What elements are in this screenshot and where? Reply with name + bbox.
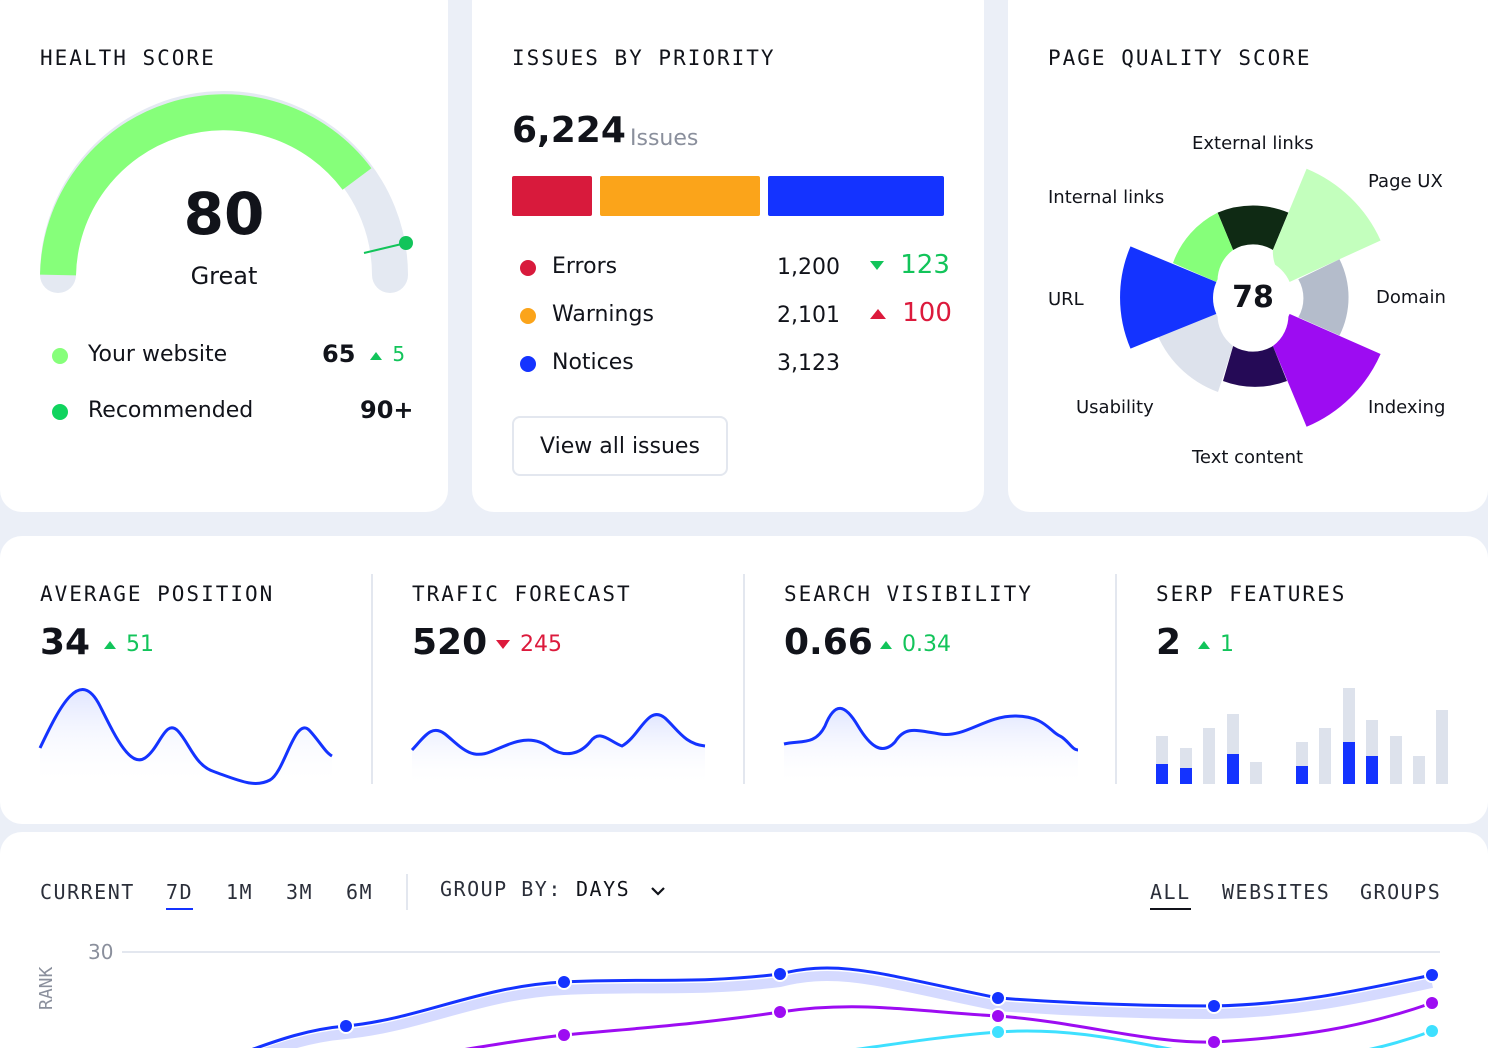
metrics-divider xyxy=(371,574,373,784)
page-quality-title: PAGE QUALITY SCORE xyxy=(1048,46,1312,70)
trend-up-icon xyxy=(104,640,116,649)
metric-value-traffic-forecast: 520 xyxy=(412,622,488,663)
errors-label: Errors xyxy=(552,254,618,279)
your-website-delta: 5 xyxy=(370,342,405,366)
quality-segment-external-links xyxy=(1217,205,1289,250)
quality-segment-domain xyxy=(1298,259,1349,336)
trend-up-icon xyxy=(870,308,886,319)
errors-dot xyxy=(520,260,536,276)
serp-feature-bars xyxy=(1156,688,1448,784)
health-gauge xyxy=(40,91,413,293)
tab-range-6m[interactable]: 6M xyxy=(346,880,374,904)
metric-value-average-position: 34 xyxy=(40,622,91,663)
metrics-divider xyxy=(1115,574,1117,784)
metrics-divider xyxy=(743,574,745,784)
errors-count: 1,200 xyxy=(777,255,840,280)
group-by-label: GROUP BY: xyxy=(440,877,562,901)
range-label: CURRENT xyxy=(40,880,135,904)
metrics-card: AVERAGE POSITION 34 51 TRAFIC FORECAST 5… xyxy=(0,536,1488,824)
trend-up-icon xyxy=(1198,640,1210,649)
sparkline-average-position xyxy=(38,688,333,785)
sparkline-traffic-forecast xyxy=(410,713,706,756)
rank-chart-card: CURRENT 7D 1M 3M 6M GROUP BY: DAYS ALL W… xyxy=(0,832,1488,1048)
quality-polar-chart xyxy=(1120,168,1381,427)
quality-segment-url xyxy=(1120,246,1218,349)
quality-segment-usability xyxy=(1155,313,1234,392)
quality-segment-page-ux xyxy=(1272,168,1381,283)
recommended-label: Recommended xyxy=(88,398,254,423)
trend-down-icon xyxy=(870,261,884,270)
metric-delta-serp-features: 1 xyxy=(1198,632,1234,657)
metric-title-search-visibility: SEARCH VISIBILITY xyxy=(784,582,1033,606)
trend-up-icon xyxy=(880,640,892,649)
warnings-delta: 100 xyxy=(870,298,952,328)
quality-segment-text-content xyxy=(1223,346,1287,387)
quality-label-domain: Domain xyxy=(1376,287,1446,308)
metric-title-serp-features: SERP FEATURES xyxy=(1156,582,1347,606)
health-score-title: HEALTH SCORE xyxy=(40,46,216,70)
view-all-issues-button[interactable]: View all issues xyxy=(512,416,728,476)
health-score-card: HEALTH SCORE 80 Great Your website 65 5 … xyxy=(0,0,448,512)
quality-label-text-content: Text content xyxy=(1192,447,1304,468)
trend-up-icon xyxy=(370,351,382,360)
toolbar-divider xyxy=(406,874,408,910)
metrics-sparklines xyxy=(38,688,1448,786)
quality-label-page-ux: Page UX xyxy=(1368,171,1443,192)
issues-card: ISSUES BY PRIORITY 6,224 Issues Errors 1… xyxy=(472,0,984,512)
health-score-label: Great xyxy=(190,262,258,290)
issues-total: 6,224 xyxy=(512,110,626,151)
group-by-dropdown[interactable]: DAYS xyxy=(576,877,666,901)
y-tick-label: 30 xyxy=(88,940,114,964)
warnings-count: 2,101 xyxy=(777,303,840,328)
metric-delta-search-visibility: 0.34 xyxy=(880,632,951,657)
page-quality-card: PAGE QUALITY SCORE 78 External links Pag… xyxy=(1008,0,1488,512)
notices-count: 3,123 xyxy=(777,351,840,376)
metric-title-traffic-forecast: TRAFIC FORECAST xyxy=(412,582,632,606)
notices-label: Notices xyxy=(552,350,634,375)
quality-segment-internal-links xyxy=(1173,212,1234,283)
sparkline-search-visibility xyxy=(783,706,1079,752)
recommended-dot xyxy=(52,404,68,420)
quality-label-internal-links: Internal links xyxy=(1048,187,1165,208)
warnings-label: Warnings xyxy=(552,302,654,327)
metric-value-serp-features: 2 xyxy=(1156,622,1182,663)
rank-line-chart xyxy=(122,951,1440,1048)
filter-all[interactable]: ALL xyxy=(1150,880,1191,910)
your-website-dot xyxy=(52,348,68,364)
your-website-label: Your website xyxy=(88,342,228,367)
warnings-dot xyxy=(520,308,536,324)
issues-total-label: Issues xyxy=(630,126,699,151)
health-score-value: 80 xyxy=(183,180,265,248)
quality-segment-indexing xyxy=(1272,313,1381,427)
quality-score-value: 78 xyxy=(1232,280,1274,315)
quality-label-usability: Usability xyxy=(1076,397,1154,418)
metric-delta-traffic-forecast: 245 xyxy=(496,632,562,657)
tab-range-3m[interactable]: 3M xyxy=(286,880,314,904)
filter-websites[interactable]: WEBSITES xyxy=(1222,880,1331,904)
chevron-down-icon xyxy=(650,886,665,896)
metric-title-average-position: AVERAGE POSITION xyxy=(40,582,275,606)
metric-value-search-visibility: 0.66 xyxy=(784,622,873,663)
notices-dot xyxy=(520,356,536,372)
tab-range-1m[interactable]: 1M xyxy=(226,880,254,904)
issues-title: ISSUES BY PRIORITY xyxy=(512,46,776,70)
tab-range-7d[interactable]: 7D xyxy=(166,880,194,910)
quality-label-external-links: External links xyxy=(1192,133,1314,154)
quality-label-url: URL xyxy=(1048,289,1084,310)
quality-label-indexing: Indexing xyxy=(1368,397,1446,418)
notices-bar-segment xyxy=(768,176,944,216)
filter-groups[interactable]: GROUPS xyxy=(1360,880,1442,904)
trend-down-icon xyxy=(496,640,510,649)
recommended-value: 90+ xyxy=(360,396,414,424)
your-website-value: 65 xyxy=(322,340,356,368)
errors-delta: 123 xyxy=(870,250,950,280)
series-line-cyan xyxy=(855,1029,1433,1048)
metric-delta-average-position: 51 xyxy=(104,632,154,657)
errors-bar-segment xyxy=(512,176,592,216)
warnings-bar-segment xyxy=(600,176,760,216)
